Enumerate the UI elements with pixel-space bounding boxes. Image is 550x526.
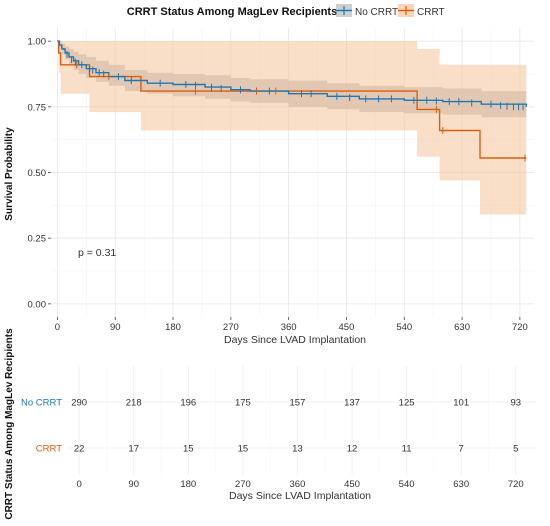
risk-table: CRRT Status Among MagLev Recipients No C… — [4, 328, 537, 520]
confidence-bands — [57, 41, 527, 215]
risk-table-cell: 290 — [71, 398, 87, 409]
risk-table-cell: 15 — [183, 444, 194, 455]
x-tick-label: 360 — [281, 322, 297, 333]
y-axis-ticks: 0.00 0.25 0.50 0.75 1.00 — [28, 37, 51, 310]
x-tick-label: 720 — [512, 322, 528, 333]
p-value-annotation: p = 0.31 — [78, 247, 116, 259]
legend: CRRT Status Among MagLev Recipients No C… — [127, 4, 445, 18]
risk-table-x-tick-label: 270 — [235, 479, 251, 490]
risk-table-row-label: CRRT — [36, 444, 62, 455]
risk-table-cell: 101 — [453, 398, 469, 409]
x-tick-label: 90 — [110, 322, 121, 333]
risk-table-x-tick-label: 90 — [128, 479, 139, 490]
risk-table-x-tick-label: 450 — [344, 479, 360, 490]
legend-label-no-crrt: No CRRT — [355, 7, 398, 18]
y-axis-label: Survival Probability — [4, 127, 15, 221]
x-tick-label: 0 — [55, 322, 60, 333]
x-axis-ticks: 0 90 180 270 360 450 540 630 720 — [55, 317, 528, 333]
x-tick-label: 540 — [396, 322, 412, 333]
survival-curve-no-crrt — [57, 40, 527, 107]
risk-table-cell: 137 — [344, 398, 360, 409]
y-tick-label: 0.00 — [28, 299, 47, 310]
risk-table-cell: 15 — [238, 444, 249, 455]
survival-plot: 0.00 0.25 0.50 0.75 1.00 0 90 180 270 360 450 540 6… — [4, 28, 534, 346]
legend-key-crrt — [398, 4, 414, 17]
risk-table-cell: 93 — [510, 398, 521, 409]
risk-table-x-tick-label: 720 — [508, 479, 524, 490]
risk-table-title: CRRT Status Among MagLev Recipients — [4, 328, 15, 520]
risk-table-x-axis-label: Days Since LVAD Implantation — [229, 490, 371, 502]
risk-table-x-ticks: 0 90 180 270 360 450 540 630 720 — [76, 479, 523, 490]
y-tick-label: 0.50 — [28, 168, 47, 179]
risk-table-x-tick-label: 630 — [453, 479, 469, 490]
x-axis-label: Days Since LVAD Implantation — [224, 334, 366, 346]
risk-table-x-tick-label: 540 — [399, 479, 415, 490]
risk-table-x-tick-label: 180 — [180, 479, 196, 490]
risk-table-row-labels: No CRRT CRRT — [21, 398, 62, 455]
risk-table-x-tick-label: 360 — [290, 479, 306, 490]
risk-table-cell: 196 — [180, 398, 196, 409]
risk-table-cell: 11 — [402, 444, 412, 455]
risk-table-cell: 12 — [347, 444, 358, 455]
survival-curve-crrt — [57, 40, 527, 159]
legend-title: CRRT Status Among MagLev Recipients — [127, 6, 337, 18]
censor-marks — [66, 50, 526, 162]
risk-table-cell: 17 — [128, 444, 139, 455]
y-tick-label: 1.00 — [28, 37, 47, 48]
risk-table-row-label: No CRRT — [21, 398, 62, 409]
legend-label-crrt: CRRT — [417, 7, 445, 18]
risk-table-cell: 157 — [290, 398, 306, 409]
legend-key-no-crrt — [336, 4, 352, 17]
confidence-band-crrt — [57, 41, 527, 215]
risk-table-cell: 13 — [292, 444, 303, 455]
y-tick-label: 0.25 — [28, 234, 47, 245]
survival-curves — [57, 40, 527, 159]
risk-table-x-tick-label: 0 — [76, 479, 81, 490]
risk-table-cell: 22 — [74, 444, 85, 455]
risk-table-gridlines — [67, 366, 537, 475]
risk-table-cell: 175 — [235, 398, 251, 409]
x-tick-label: 450 — [339, 322, 355, 333]
x-tick-label: 630 — [454, 322, 470, 333]
y-tick-label: 0.75 — [28, 102, 47, 113]
risk-table-cell: 5 — [513, 444, 518, 455]
risk-table-cell: 7 — [459, 444, 464, 455]
risk-table-cell: 125 — [399, 398, 415, 409]
x-tick-label: 270 — [223, 322, 239, 333]
risk-table-cells: 290 218 196 175 157 137 125 101 93 22 17 15 15 13 12 11… — [71, 398, 521, 455]
risk-table-cell: 218 — [126, 398, 142, 409]
x-tick-label: 180 — [165, 322, 181, 333]
